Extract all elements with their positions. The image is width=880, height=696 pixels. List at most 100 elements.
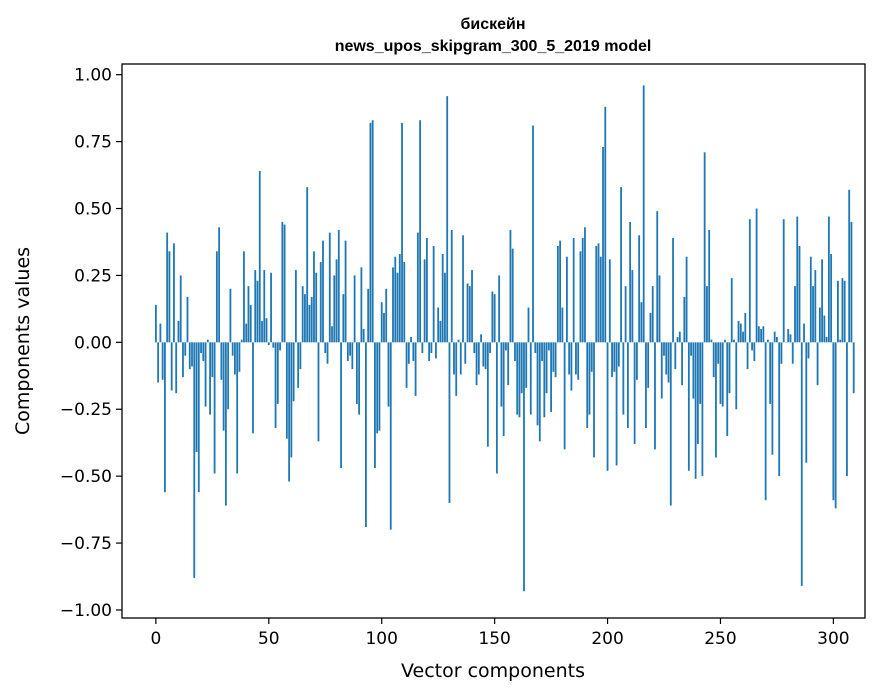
bar <box>168 251 171 343</box>
bar <box>446 96 449 343</box>
bar <box>850 221 853 343</box>
y-tick-label: −1.00 <box>60 601 112 621</box>
bar <box>432 245 435 343</box>
bar <box>794 286 796 343</box>
x-tick-label: 50 <box>258 629 280 649</box>
bar <box>383 312 385 343</box>
bar <box>486 342 489 447</box>
bar <box>247 286 250 343</box>
bar <box>466 283 469 343</box>
bar <box>791 342 794 364</box>
bar <box>315 272 318 343</box>
bar <box>213 342 216 474</box>
bar <box>276 342 279 404</box>
bar <box>825 336 828 343</box>
bar <box>660 342 663 399</box>
bar <box>798 245 801 343</box>
bar <box>477 342 480 375</box>
bar <box>597 243 600 343</box>
bar <box>236 342 239 474</box>
bar <box>313 251 315 343</box>
bar <box>821 259 823 343</box>
bar <box>703 152 706 343</box>
bar <box>229 288 232 343</box>
bar <box>265 318 268 343</box>
bar <box>306 187 309 343</box>
bar <box>502 342 505 437</box>
x-axis-label: Vector components <box>401 660 585 682</box>
bar <box>435 342 437 359</box>
bar <box>362 328 365 343</box>
bar <box>696 342 699 445</box>
bar <box>459 342 462 375</box>
bar <box>166 232 169 343</box>
bar <box>554 342 557 378</box>
bar <box>550 342 552 412</box>
bar <box>480 334 482 343</box>
bar <box>800 342 803 586</box>
bar <box>308 304 311 343</box>
bar <box>624 286 627 343</box>
bar <box>742 331 744 343</box>
bar <box>365 342 367 528</box>
x-tick-label: 250 <box>704 629 736 649</box>
y-tick-label: −0.75 <box>60 534 112 554</box>
bar <box>683 296 686 343</box>
bar <box>177 320 180 343</box>
bar <box>748 219 751 343</box>
bar <box>453 342 455 375</box>
bar <box>270 272 272 343</box>
bar <box>173 243 175 343</box>
bar <box>337 229 340 343</box>
bar <box>392 267 394 343</box>
x-tick-label: 300 <box>817 629 849 649</box>
bar <box>579 251 582 343</box>
bar <box>378 342 381 431</box>
bar <box>374 342 376 469</box>
bar <box>464 342 467 364</box>
bar <box>261 320 263 343</box>
bar <box>681 342 683 386</box>
bar <box>425 237 428 343</box>
y-tick-label: −0.25 <box>60 400 112 420</box>
bar <box>599 256 602 343</box>
bar <box>755 208 758 343</box>
bar <box>626 342 629 428</box>
bar <box>834 342 837 509</box>
bar <box>516 342 519 415</box>
x-tick-label: 200 <box>591 629 623 649</box>
bar <box>215 251 218 343</box>
bar <box>346 342 349 362</box>
bar <box>401 122 403 343</box>
bar <box>563 342 566 450</box>
bar <box>367 288 370 343</box>
bar <box>191 342 193 367</box>
bar <box>322 240 324 343</box>
bar <box>575 342 577 375</box>
bar <box>814 270 817 343</box>
bar <box>285 342 288 439</box>
bar <box>523 342 525 592</box>
y-tick-label: 0.50 <box>74 200 112 220</box>
bar <box>333 275 336 343</box>
bar <box>846 342 848 477</box>
bar <box>292 342 295 402</box>
bar <box>780 342 783 364</box>
bar <box>577 342 580 380</box>
x-tick-label: 150 <box>478 629 510 649</box>
bar <box>690 342 693 356</box>
bar <box>830 254 833 343</box>
bar <box>565 256 568 343</box>
bar <box>608 259 611 343</box>
bar <box>428 342 431 362</box>
bar <box>331 326 333 343</box>
bar <box>175 342 178 394</box>
bar <box>204 342 207 407</box>
bar <box>712 342 715 378</box>
bar <box>369 122 372 343</box>
bar <box>629 221 632 343</box>
bar <box>687 342 690 471</box>
bar <box>218 227 221 343</box>
